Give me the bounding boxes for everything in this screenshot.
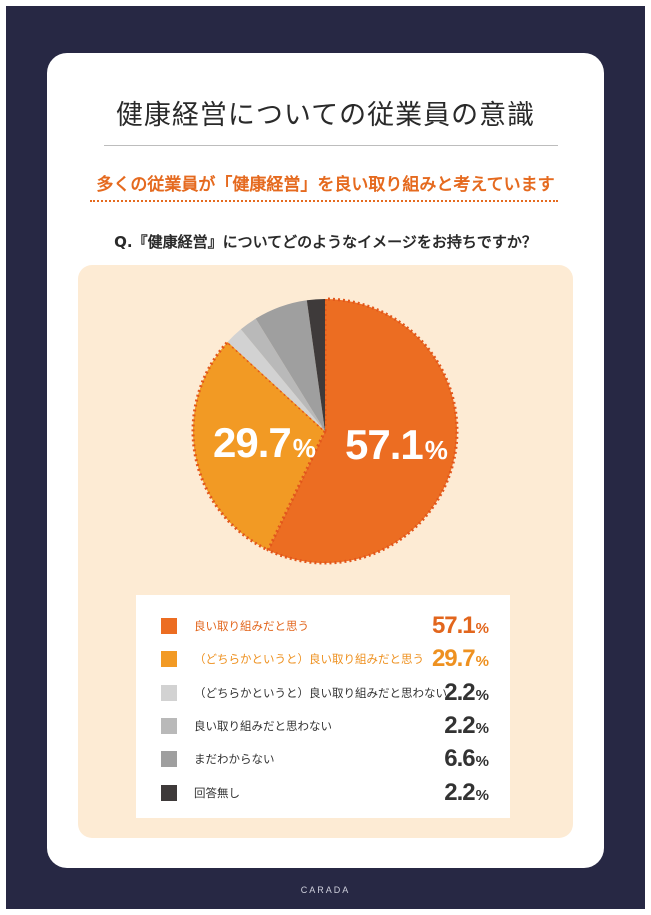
subtitle-dotted-divider: [90, 200, 558, 202]
legend-value-number: 2.2: [444, 779, 475, 806]
legend-value: 2.2%: [444, 712, 489, 740]
legend-label: （どちらかというと）良い取り組みだと思わない: [194, 686, 447, 700]
legend-swatch: [161, 718, 177, 734]
legend-label: 良い取り組みだと思わない: [194, 719, 332, 733]
pie-label-good: 57.1%: [345, 421, 448, 469]
pie-slice-good: [266, 297, 459, 565]
legend-value-number: 2.2: [444, 712, 475, 739]
brand-footer: CARADA: [300, 885, 351, 895]
legend-value-unit: %: [475, 787, 489, 804]
pie-label-unit: %: [292, 433, 316, 463]
legend-swatch: [161, 785, 177, 801]
legend-item-no-answer: 回答無し 2.2%: [136, 779, 510, 807]
legend-swatch: [161, 685, 177, 701]
legend-swatch: [161, 751, 177, 767]
legend-value-number: 2.2: [444, 679, 475, 706]
legend-item-good: 良い取り組みだと思う 57.1%: [136, 612, 510, 640]
pie-slice-somewhat-good: [191, 340, 327, 552]
legend-swatch: [161, 651, 177, 667]
legend-value-number: 57.1: [431, 612, 476, 639]
legend-swatch: [161, 618, 177, 634]
legend-value: 29.7%: [431, 645, 489, 673]
legend-value-unit: %: [475, 720, 489, 737]
pie-slice-somewhat-not-good: [227, 329, 325, 431]
chart-legend: 良い取り組みだと思う 57.1% （どちらかというと）良い取り組みだと思う 29.7%…: [136, 595, 510, 818]
title-divider: [104, 145, 558, 146]
page-title: 健康経営についての従業員の意識: [115, 100, 536, 131]
pie-label-value: 29.7: [213, 419, 292, 466]
pie-slice-undecided: [255, 300, 325, 431]
pie-label-value: 57.1: [345, 421, 424, 468]
legend-label: まだわからない: [194, 752, 275, 766]
pie-label-unit: %: [424, 435, 448, 465]
legend-label: （どちらかというと）良い取り組みだと思う: [194, 652, 424, 666]
legend-label: 良い取り組みだと思う: [194, 619, 309, 633]
legend-item-not-good: 良い取り組みだと思わない 2.2%: [136, 712, 510, 740]
legend-value-unit: %: [475, 753, 489, 770]
legend-item-somewhat-good: （どちらかというと）良い取り組みだと思う 29.7%: [136, 645, 510, 673]
subtitle: 多くの従業員が「健康経営」を良い取り組みと考えています: [96, 175, 555, 195]
legend-value-number: 6.6: [444, 745, 475, 772]
legend-value: 57.1%: [431, 612, 489, 640]
legend-value: 2.2%: [444, 779, 489, 807]
legend-value: 2.2%: [444, 679, 489, 707]
legend-item-undecided: まだわからない 6.6%: [136, 745, 510, 773]
pie-slice-not-good: [240, 318, 325, 431]
legend-value-number: 29.7: [431, 645, 476, 672]
survey-question: Q.『健康経営』についてどのようなイメージをお持ちですか？: [114, 233, 537, 251]
pie-slice-no-answer: [306, 299, 325, 431]
pie-label-somewhat-good: 29.7%: [213, 419, 316, 467]
legend-value-unit: %: [475, 653, 489, 670]
legend-value: 6.6%: [444, 745, 489, 773]
legend-value-unit: %: [475, 620, 489, 637]
legend-value-unit: %: [475, 687, 489, 704]
legend-item-somewhat-not-good: （どちらかというと）良い取り組みだと思わない 2.2%: [136, 679, 510, 707]
legend-label: 回答無し: [194, 786, 240, 800]
